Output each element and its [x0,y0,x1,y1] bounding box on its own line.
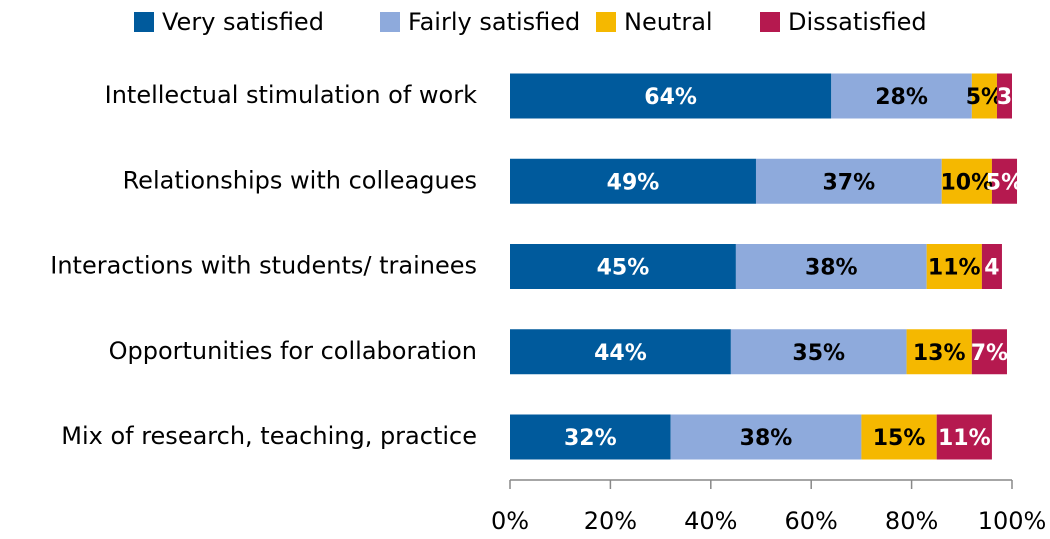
value-label: 32% [564,426,617,451]
bar-segment [906,329,972,375]
value-label: 5% [966,85,1003,110]
value-label: 10% [940,170,993,195]
x-tick-label: 80% [885,507,938,535]
x-tick-label: 40% [684,507,737,535]
bar-segment [971,73,997,119]
value-label: 5% [986,170,1023,195]
category-label: Relationships with colleagues [123,166,477,194]
bar-segment [755,158,942,204]
legend-label: Dissatisfied [788,8,927,36]
bar-segment [831,73,972,119]
x-tick-label: 60% [785,507,838,535]
bar-segment [981,244,1002,289]
bar-segment [510,244,736,289]
category-label: Interactions with students/ trainees [50,252,477,280]
value-label: 37% [823,170,876,195]
value-label: 38% [740,426,793,451]
bar-segment [510,73,832,119]
value-label: 45% [597,256,650,281]
value-label: 13% [913,341,966,366]
category-label: Mix of research, teaching, practice [61,422,477,450]
x-tick-label: 20% [584,507,637,535]
category-label: Opportunities for collaboration [109,337,477,365]
value-label: 44% [594,341,647,366]
value-label: 7% [971,341,1008,366]
legend-swatch [134,12,154,32]
legend-swatch [760,12,780,32]
x-tick-label: 100% [978,507,1047,535]
bar-segment [670,414,862,460]
value-label: 28% [875,85,928,110]
bar-segment [996,73,1012,119]
legend-swatch [596,12,616,32]
value-label: 38% [805,256,858,281]
bar-segment [991,158,1018,204]
value-label: 35% [792,341,845,366]
legend-label: Neutral [624,8,713,36]
value-label: 11% [928,256,981,281]
value-label: 4 [984,256,999,281]
bar-segment [941,158,992,204]
value-label: 49% [607,170,660,195]
bar-segment [510,158,756,204]
category-label: Intellectual stimulation of work [105,81,477,109]
legend-label: Very satisfied [162,8,324,36]
bar-segment [735,244,927,289]
legend-swatch [380,12,400,32]
bar-segment [510,329,731,375]
value-label: 15% [873,426,926,451]
bar-segment [510,414,671,460]
bar-segment [861,414,937,460]
bar-segment [926,244,982,289]
bar-segment [936,414,992,460]
value-label: 3 [997,85,1012,110]
value-label: 64% [644,85,697,110]
value-label: 11% [938,426,991,451]
bar-segment [971,329,1007,375]
legend-label: Fairly satisfied [408,8,580,36]
bar-segment [730,329,907,375]
x-tick-label: 0% [491,507,529,535]
